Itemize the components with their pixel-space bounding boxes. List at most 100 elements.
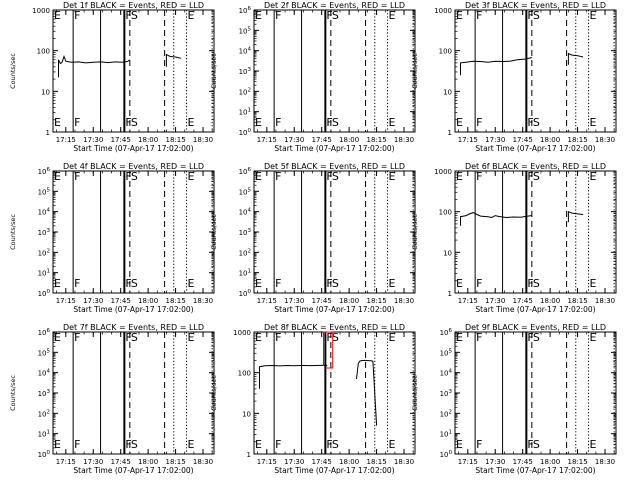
marker-label-top: S	[533, 9, 540, 22]
marker-label-bottom: E	[255, 438, 262, 451]
x-tick-label: 18:00	[339, 136, 359, 144]
marker-label-bottom: E	[188, 438, 195, 451]
marker-label-top: F	[326, 170, 332, 183]
marker-label-bottom: F	[275, 277, 281, 290]
y-tick-label: 106	[440, 328, 453, 337]
marker-label-bottom: F	[326, 277, 332, 290]
y-tick-label: 100	[439, 209, 452, 217]
y-tick-label: 100	[37, 48, 50, 56]
marker-label-bottom: S	[332, 438, 339, 451]
marker-label-top: S	[332, 170, 339, 183]
marker-label-top: E	[389, 170, 396, 183]
x-tick-label: 17:45	[111, 297, 131, 305]
marker-label-top: S	[131, 331, 138, 344]
y-tick-label: 104	[38, 369, 51, 378]
y-tick-label: 105	[38, 348, 51, 357]
y-tick-label: 103	[239, 67, 252, 76]
detector-panel: Det 8f BLACK = Events, RED = LLD 1 10 100 10…	[210, 323, 416, 475]
x-axis-label: Start Time (07-Apr-17 17:02:00)	[475, 144, 595, 153]
y-tick-label: 10	[443, 249, 452, 257]
x-tick-label: 18:00	[138, 297, 158, 305]
x-tick-label: 17:30	[485, 136, 505, 144]
detector-panel: Det 6f BLACK = Events, RED = LLD 1 10 100 10…	[411, 162, 617, 314]
panel-title: Det 3f BLACK = Events, RED = LLD	[465, 1, 606, 10]
detector-panel: Det 5f BLACK = Events, RED = LLD 100 101 10…	[210, 162, 416, 314]
marker-label-bottom: S	[533, 438, 540, 451]
x-tick-label: 17:45	[111, 136, 131, 144]
marker-label-top: F	[74, 9, 80, 22]
x-tick-label: 18:00	[138, 458, 158, 466]
x-tick-label: 18:30	[595, 458, 615, 466]
panel-title: Det 9f BLACK = Events, RED = LLD	[465, 323, 606, 332]
y-tick-label: 102	[239, 87, 251, 96]
y-tick-label: 101	[239, 108, 251, 117]
marker-label-top: E	[456, 170, 463, 183]
marker-label-bottom: S	[533, 116, 540, 129]
y-tick-label: 102	[38, 248, 50, 257]
panel-title: Det 7f BLACK = Events, RED = LLD	[63, 323, 204, 332]
marker-label-top: E	[389, 9, 396, 22]
y-axis-label: Counts/sec	[9, 53, 17, 89]
y-tick-label: 100	[38, 450, 51, 459]
marker-label-top: E	[255, 170, 262, 183]
x-tick-label: 17:15	[56, 136, 76, 144]
events-series-line	[567, 52, 584, 65]
x-tick-label: 17:45	[312, 458, 332, 466]
y-tick-label: 101	[38, 269, 50, 278]
x-tick-label: 17:45	[312, 136, 332, 144]
marker-label-top: S	[131, 170, 138, 183]
x-tick-label: 17:15	[257, 458, 277, 466]
x-tick-label: 18:15	[165, 136, 185, 144]
marker-label-bottom: F	[527, 277, 533, 290]
y-tick-label: 105	[38, 187, 51, 196]
x-tick-label: 18:30	[595, 297, 615, 305]
marker-label-top: E	[255, 331, 262, 344]
detector-panel: Det 3f BLACK = Events, RED = LLD 1 10 100 10…	[411, 1, 617, 153]
panel-title: Det 8f BLACK = Events, RED = LLD	[264, 323, 405, 332]
panel-title: Det 4f BLACK = Events, RED = LLD	[63, 162, 204, 171]
events-series-line	[58, 55, 131, 78]
marker-label-top: S	[332, 9, 339, 22]
y-axis-label: Counts/sec	[411, 214, 419, 250]
marker-label-top: F	[476, 170, 482, 183]
lld-series-line	[323, 331, 334, 369]
x-tick-label: 18:30	[193, 136, 213, 144]
marker-label-top: E	[54, 9, 61, 22]
marker-label-top: F	[125, 331, 131, 344]
marker-label-bottom: F	[125, 277, 131, 290]
x-tick-label: 17:45	[513, 458, 533, 466]
marker-label-bottom: F	[125, 438, 131, 451]
marker-label-bottom: F	[527, 438, 533, 451]
marker-label-top: E	[54, 331, 61, 344]
marker-label-bottom: E	[389, 277, 396, 290]
y-tick-label: 105	[440, 348, 453, 357]
marker-label-top: F	[326, 9, 332, 22]
marker-label-bottom: F	[476, 277, 482, 290]
y-tick-label: 1	[46, 129, 50, 137]
marker-label-top: F	[125, 9, 131, 22]
marker-label-bottom: F	[326, 116, 332, 129]
x-tick-label: 18:30	[193, 297, 213, 305]
y-tick-label: 106	[38, 167, 51, 176]
marker-label-bottom: S	[131, 438, 138, 451]
marker-label-top: E	[456, 9, 463, 22]
x-tick-label: 18:00	[540, 458, 560, 466]
marker-label-top: F	[527, 9, 533, 22]
marker-label-top: E	[188, 331, 195, 344]
marker-label-bottom: E	[389, 116, 396, 129]
detector-panel: Det 1f BLACK = Events, RED = LLD 1 10 100 10…	[9, 1, 215, 153]
marker-label-bottom: E	[54, 277, 61, 290]
marker-label-top: F	[476, 331, 482, 344]
panel-title: Det 5f BLACK = Events, RED = LLD	[264, 162, 405, 171]
x-tick-label: 17:30	[485, 458, 505, 466]
x-tick-label: 17:15	[458, 458, 478, 466]
x-axis-label: Start Time (07-Apr-17 17:02:00)	[73, 305, 193, 314]
x-tick-label: 17:45	[312, 297, 332, 305]
marker-label-bottom: E	[590, 438, 597, 451]
panel-title: Det 1f BLACK = Events, RED = LLD	[63, 1, 204, 10]
detector-panel: Det 9f BLACK = Events, RED = LLD 100 101 10…	[411, 323, 617, 475]
x-axis-label: Start Time (07-Apr-17 17:02:00)	[274, 466, 394, 475]
y-tick-label: 102	[440, 409, 452, 418]
marker-label-top: E	[389, 331, 396, 344]
y-tick-label: 100	[38, 289, 51, 298]
